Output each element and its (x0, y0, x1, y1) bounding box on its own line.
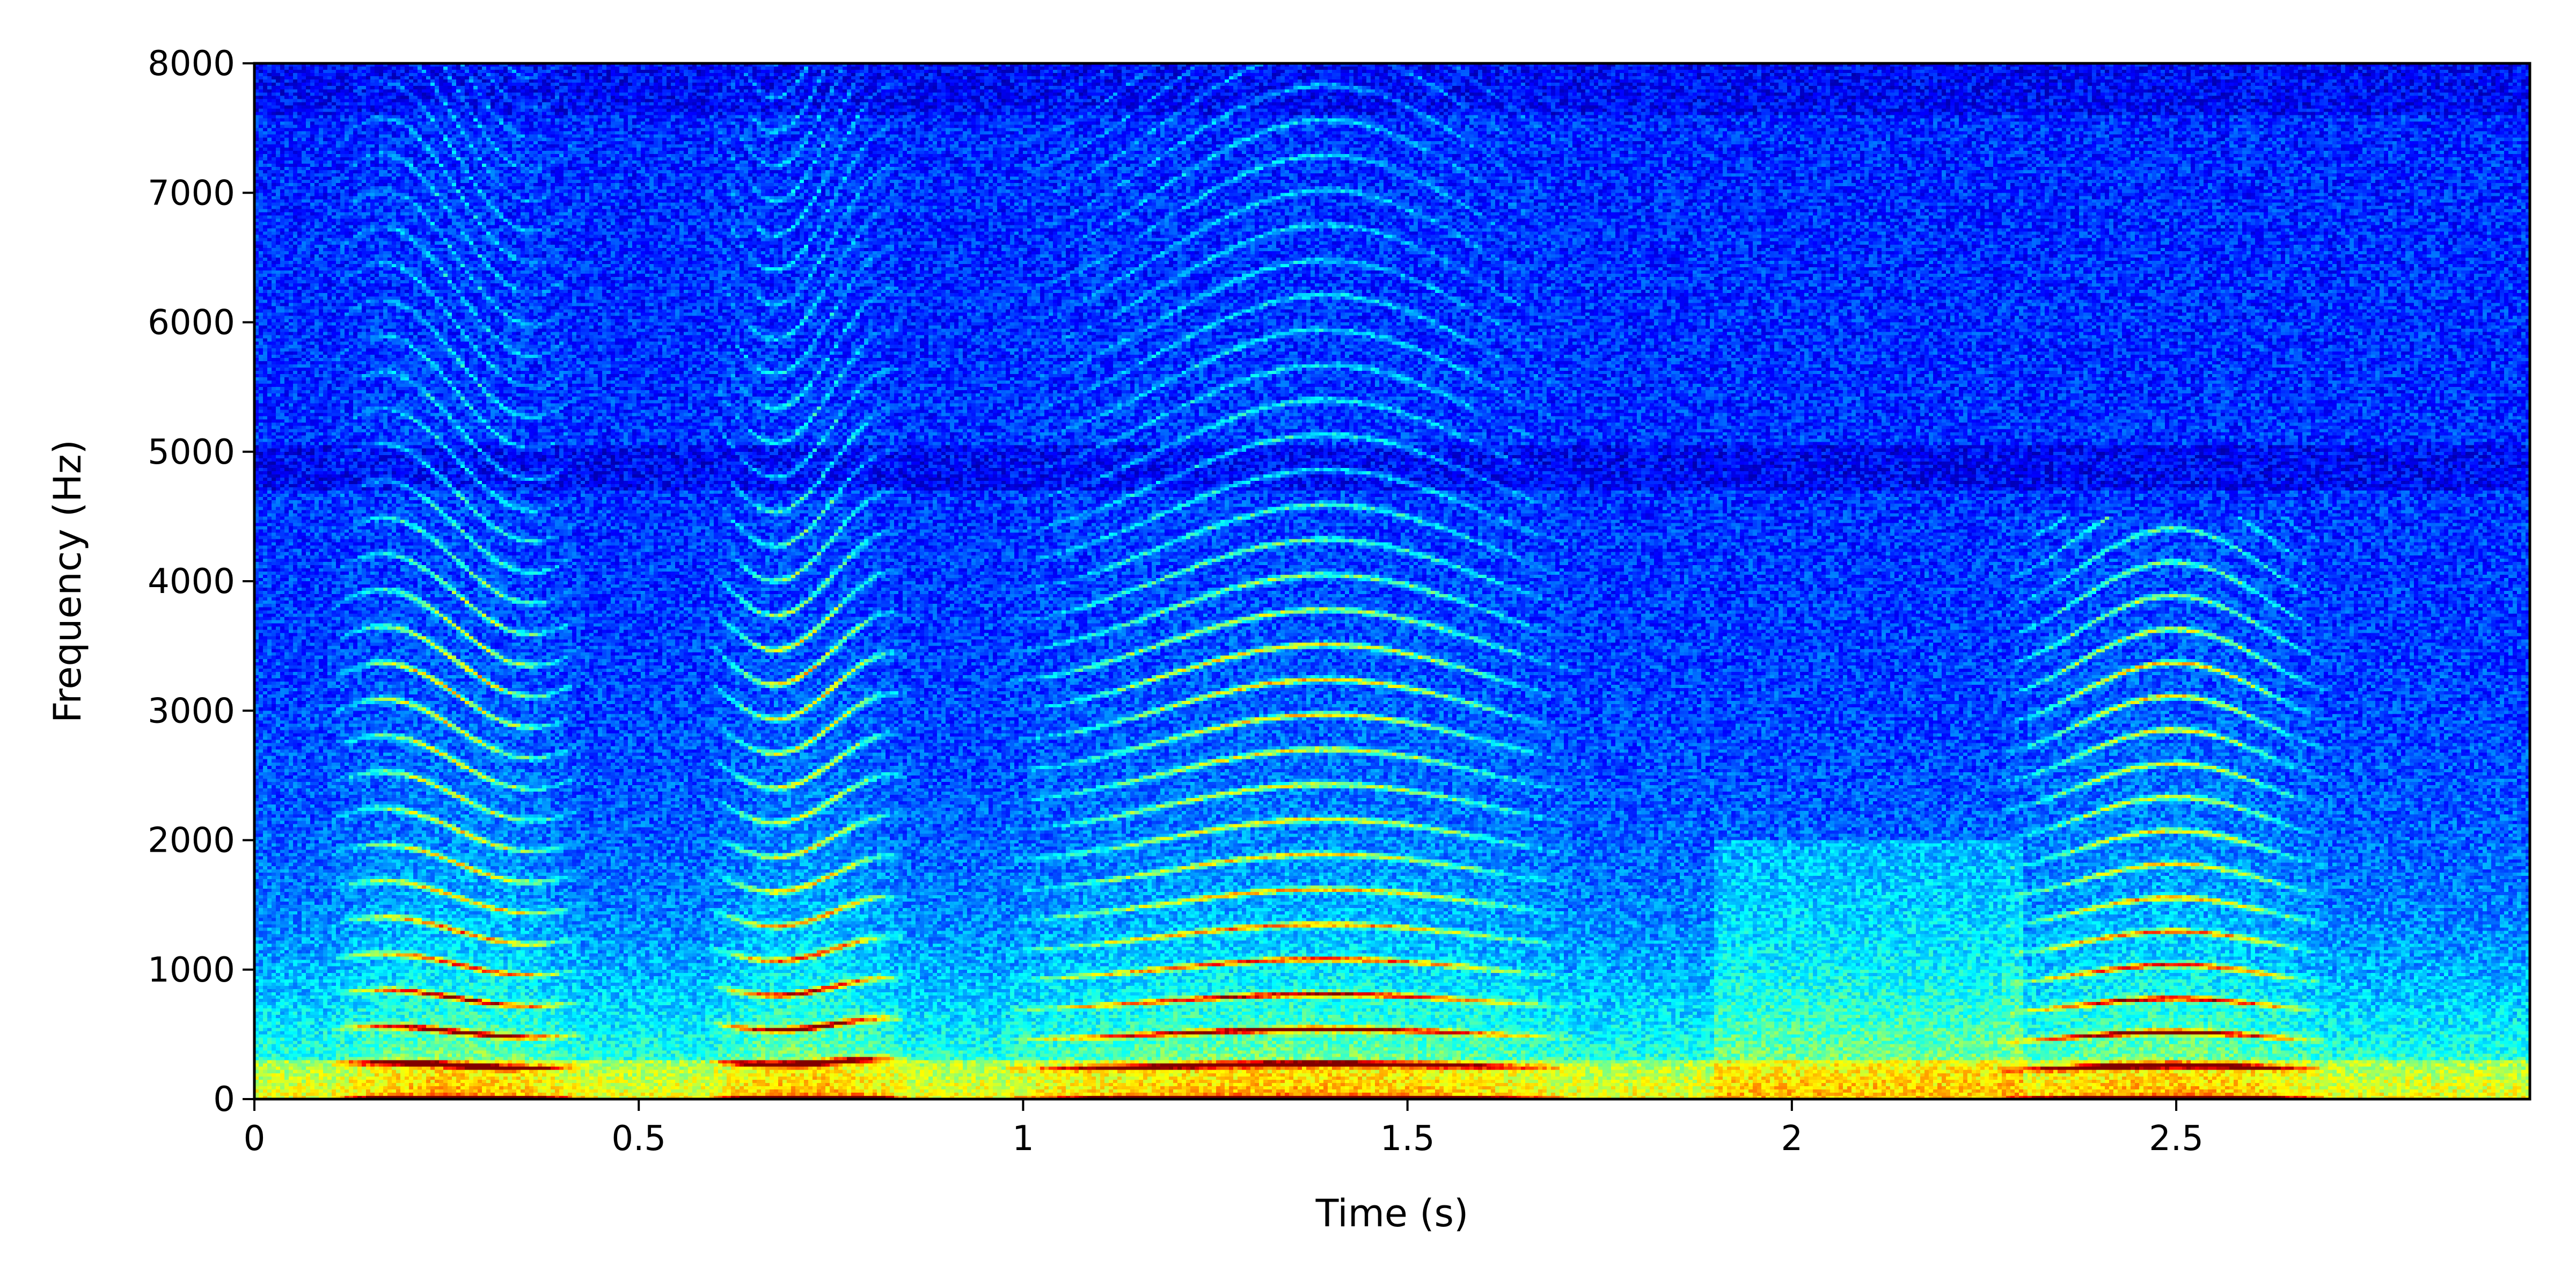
y-tick-label: 1000 (148, 950, 235, 990)
x-tick-label: 2.5 (2149, 1119, 2204, 1159)
x-tick-label: 1 (1012, 1119, 1034, 1159)
y-tick-label: 5000 (148, 433, 235, 472)
x-tick-label: 0.5 (611, 1119, 666, 1159)
y-axis-label: Frequency (Hz) (46, 440, 90, 723)
plot-area (253, 62, 2531, 1101)
y-axis: 0 1000 2000 3000 4000 5000 6000 7000 8000 (148, 44, 254, 1119)
y-tick-label: 6000 (148, 303, 235, 343)
spectrogram-heatmap (254, 63, 2530, 1099)
y-tick-label: 8000 (148, 44, 235, 84)
y-tick-label: 7000 (148, 173, 235, 213)
y-tick-label: 3000 (148, 691, 235, 731)
y-tick-label: 0 (213, 1080, 235, 1119)
x-axis-label: Time (s) (1315, 1191, 1469, 1235)
x-tick-label: 1.5 (1380, 1119, 1435, 1159)
y-tick-label: 2000 (148, 821, 235, 861)
y-tick-label: 4000 (148, 562, 235, 602)
x-axis: 0 0.5 1 1.5 2 2.5 (244, 1099, 2204, 1159)
x-tick-label: 0 (244, 1119, 266, 1159)
x-tick-label: 2 (1781, 1119, 1803, 1159)
